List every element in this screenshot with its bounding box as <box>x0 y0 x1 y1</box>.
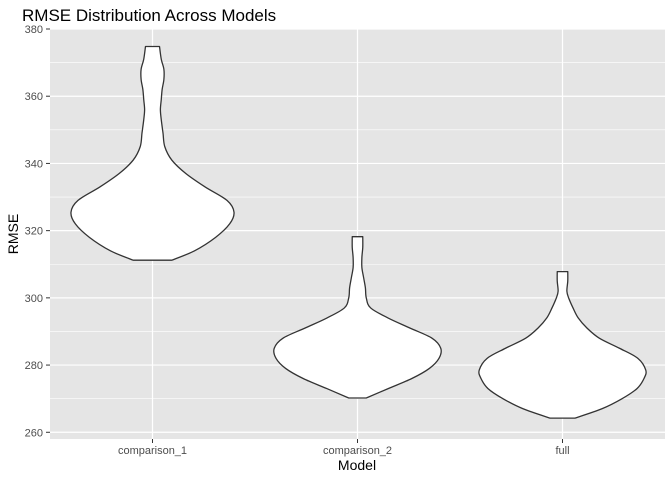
y-axis-ticks: 260 280 300 320 340 360 380 <box>25 24 50 439</box>
x-tick-label: comparison_1 <box>118 445 187 457</box>
violin-full <box>478 270 647 419</box>
violins <box>70 45 647 419</box>
y-tick-label: 280 <box>25 360 43 372</box>
y-tick-label: 380 <box>25 24 43 36</box>
y-tick-label: 300 <box>25 293 43 305</box>
violin-comparison_1 <box>70 45 235 261</box>
x-axis-ticks: comparison_1 comparison_2 full <box>118 439 570 457</box>
chart-title: RMSE Distribution Across Models <box>22 6 276 25</box>
y-axis-title: RMSE <box>5 214 21 254</box>
y-tick-label: 320 <box>25 226 43 238</box>
x-tick-label: full <box>555 445 569 457</box>
x-tick-label: comparison_2 <box>323 445 392 457</box>
y-tick-label: 260 <box>25 427 43 439</box>
y-tick-label: 360 <box>25 91 43 103</box>
violin-comparison_2 <box>273 236 442 399</box>
x-axis-title: Model <box>338 457 376 473</box>
y-tick-label: 340 <box>25 158 43 170</box>
